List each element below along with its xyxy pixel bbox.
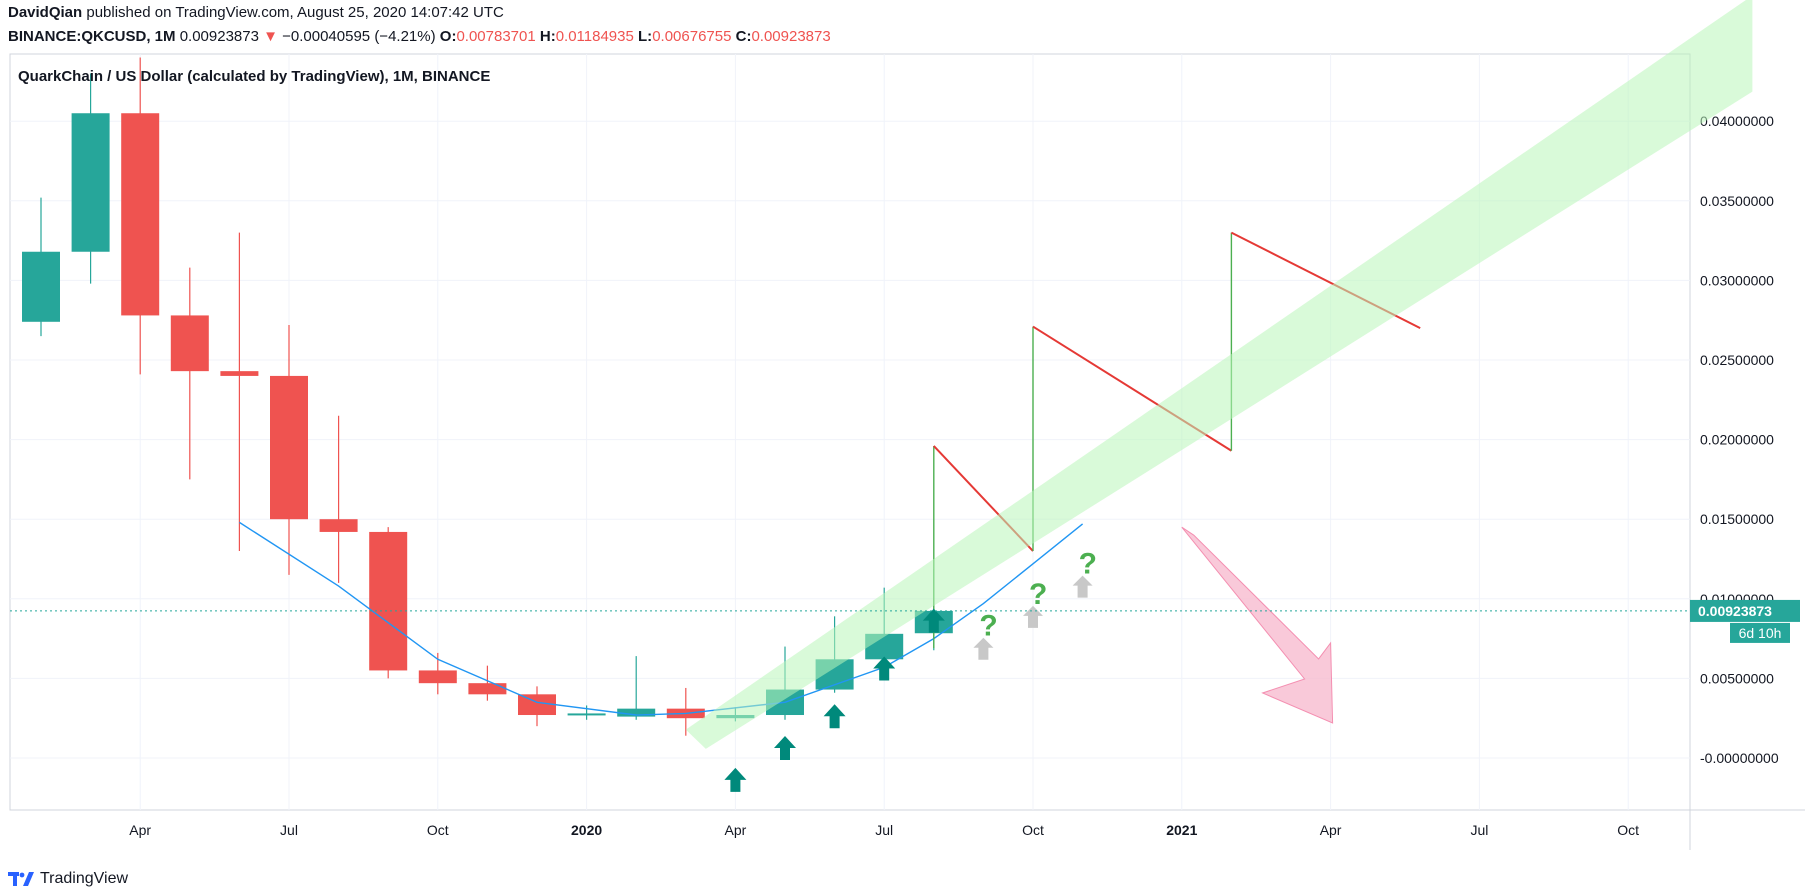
candle-body	[617, 708, 656, 717]
footer: TradingView	[8, 870, 128, 888]
gray-arrow-icon	[973, 637, 994, 660]
symbol-label: BINANCE:QKCUSD, 1M	[8, 28, 176, 45]
publish-info: DavidQian published on TradingView.com, …	[8, 4, 504, 21]
last-price-tag	[1690, 599, 1800, 622]
pink-down-arrow	[1181, 526, 1334, 724]
time-tick-label: 2020	[571, 822, 602, 838]
countdown-label: 6d 10h	[1739, 625, 1782, 641]
time-tick-label: 2021	[1166, 822, 1197, 838]
price-tick-label: 0.02500000	[1700, 352, 1774, 368]
last-price-tag-label: 0.00923873	[1698, 603, 1772, 619]
time-tick-label: Oct	[427, 822, 449, 838]
price-tick-label: 0.00500000	[1700, 670, 1774, 686]
price-tick-label: 0.01500000	[1700, 511, 1774, 527]
candle-body	[270, 375, 308, 520]
time-tick-label: Jul	[1470, 822, 1488, 838]
chart-title: QuarkChain / US Dollar (calculated by Tr…	[18, 68, 491, 85]
high-value: 0.01184935	[555, 28, 634, 45]
price-tick-label: 0.03000000	[1700, 272, 1774, 288]
up-arrow-icon	[922, 608, 945, 633]
tradingview-logo-icon[interactable]	[8, 870, 34, 888]
published-text: published on TradingView.com, August 25,…	[86, 4, 504, 21]
trend-channel	[685, 0, 1753, 749]
candle-body	[220, 371, 259, 376]
time-tick-label: Oct	[1022, 822, 1044, 838]
price-tick-label: 0.02000000	[1700, 432, 1774, 448]
candle-body	[170, 315, 209, 372]
author-name[interactable]: DavidQian	[8, 4, 83, 21]
price-tick-label: 0.04000000	[1700, 113, 1774, 129]
candle-body	[418, 670, 457, 684]
candle-body	[121, 113, 160, 316]
up-arrow-icon	[823, 704, 846, 729]
chart-pane	[9, 53, 1691, 811]
brand-name[interactable]: TradingView	[40, 870, 129, 887]
low-label: L:	[638, 28, 653, 45]
candle-body	[22, 251, 60, 322]
low-value: 0.00676755	[652, 28, 732, 45]
time-tick-label: Oct	[1617, 822, 1639, 838]
down-arrow-icon: ▼	[263, 28, 278, 45]
up-arrow-icon	[724, 767, 747, 792]
candle-body	[71, 113, 110, 252]
up-arrow-icon	[873, 656, 896, 681]
gray-arrow-icon	[1072, 575, 1093, 598]
last-price: 0.00923873	[179, 28, 259, 45]
question-mark-icon: ?	[979, 610, 997, 643]
high-label: H:	[539, 28, 556, 45]
candle-body	[567, 713, 606, 716]
close-value: 0.00923873	[751, 28, 831, 45]
countdown-tag	[1730, 622, 1790, 643]
up-arrow-icon	[774, 736, 796, 761]
candle-body	[468, 683, 507, 695]
question-mark-icon: ?	[1029, 578, 1047, 611]
change-value: −0.00040595 (−4.21%)	[282, 28, 436, 45]
time-tick-label: Jul	[280, 822, 298, 838]
time-tick-label: Jul	[875, 822, 893, 838]
time-tick-label: Apr	[725, 822, 747, 838]
close-label: C:	[735, 28, 752, 45]
time-tick-label: Apr	[129, 822, 151, 838]
ohlc-legend: BINANCE:QKCUSD, 1M 0.00923873 ▼ −0.00040…	[8, 28, 831, 45]
gray-arrow-icon	[1023, 605, 1043, 628]
candle-body	[518, 694, 556, 716]
time-tick-label: Apr	[1320, 822, 1342, 838]
open-value: 0.00783701	[456, 28, 536, 45]
question-mark-icon: ?	[1079, 548, 1097, 581]
price-tick-label: -0.00000000	[1700, 750, 1779, 766]
price-tick-label: 0.03500000	[1700, 193, 1774, 209]
open-label: O:	[439, 28, 457, 45]
candle-body	[369, 531, 408, 671]
candle-body	[319, 519, 358, 532]
